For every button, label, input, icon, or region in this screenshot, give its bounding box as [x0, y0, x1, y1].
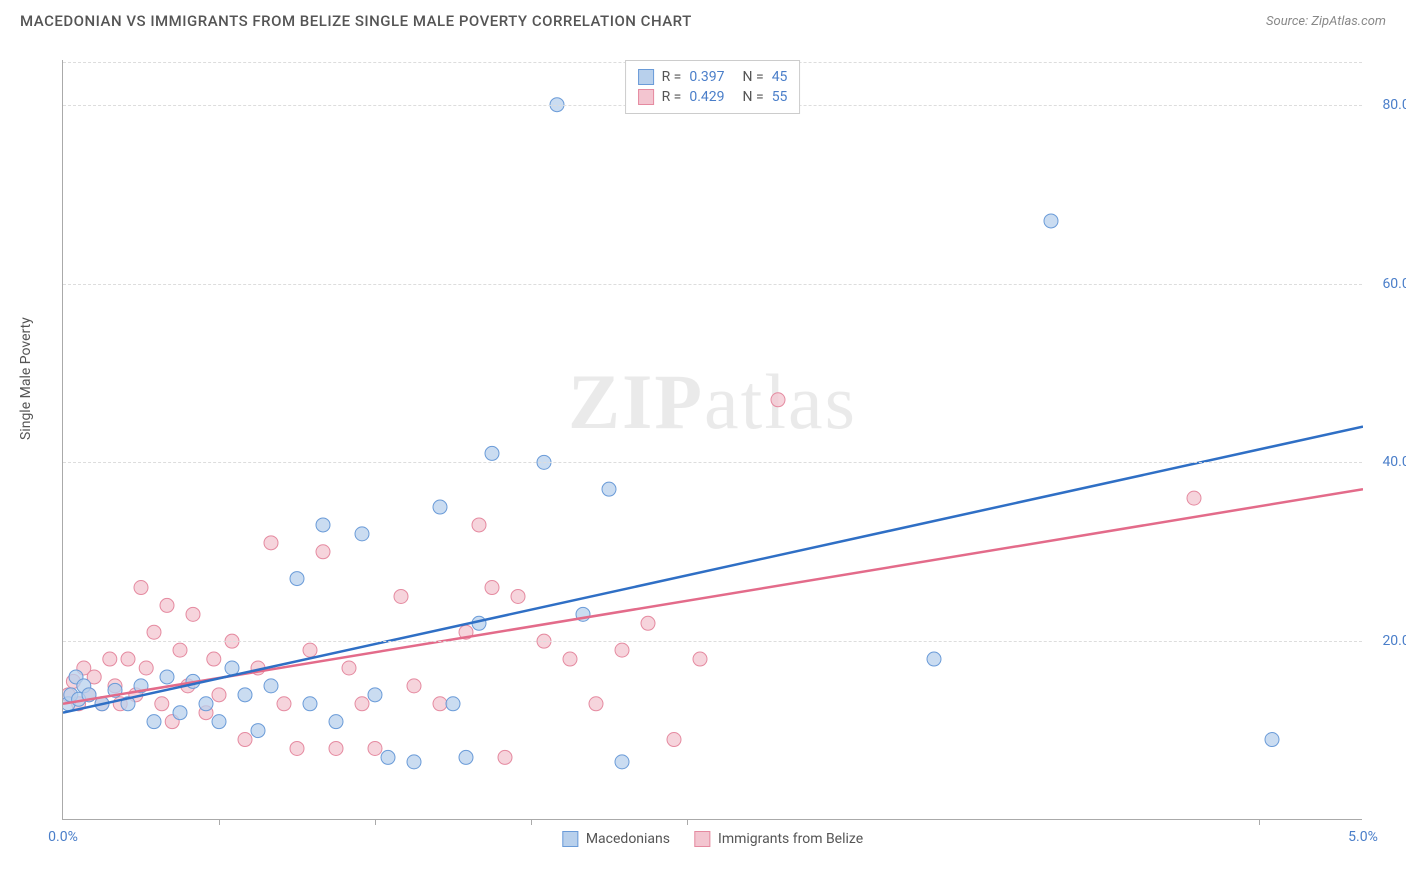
data-point	[355, 697, 369, 711]
source-attribution: Source: ZipAtlas.com	[1266, 14, 1386, 29]
data-point	[139, 661, 153, 675]
x-tick-label: 0.0%	[48, 829, 78, 845]
data-point	[264, 536, 278, 550]
data-point	[173, 643, 187, 657]
scatter-svg	[63, 60, 1363, 820]
swatch-a-icon	[562, 831, 578, 847]
legend-item-b: Immigrants from Belize	[694, 831, 863, 847]
data-point	[667, 733, 681, 747]
y-axis-label: Single Male Poverty	[18, 317, 34, 440]
legend-row-b: R = 0.429 N = 55	[638, 87, 788, 107]
data-point	[459, 750, 473, 764]
data-point	[433, 500, 447, 514]
plot-region: ZIPatlas R = 0.397 N = 45 R = 0.429 N = …	[62, 60, 1362, 820]
series-legend: Macedonians Immigrants from Belize	[562, 831, 863, 847]
data-point	[225, 661, 239, 675]
swatch-b	[638, 89, 654, 105]
trend-line	[63, 489, 1363, 704]
data-point	[207, 652, 221, 666]
data-point	[290, 572, 304, 586]
data-point	[277, 697, 291, 711]
trend-line	[63, 427, 1363, 713]
data-point	[134, 581, 148, 595]
data-point	[186, 607, 200, 621]
data-point	[394, 589, 408, 603]
x-tick-label: 5.0%	[1348, 829, 1378, 845]
gridline	[63, 641, 1362, 642]
data-point	[342, 661, 356, 675]
data-point	[485, 446, 499, 460]
data-point	[1187, 491, 1201, 505]
data-point	[407, 755, 421, 769]
data-point	[368, 688, 382, 702]
legend-item-a: Macedonians	[562, 831, 670, 847]
data-point	[927, 652, 941, 666]
data-point	[1265, 733, 1279, 747]
data-point	[251, 724, 265, 738]
data-point	[563, 652, 577, 666]
data-point	[160, 598, 174, 612]
y-tick-label: 80.0%	[1382, 97, 1406, 113]
y-tick-label: 40.0%	[1382, 454, 1406, 470]
chart-header: MACEDONIAN VS IMMIGRANTS FROM BELIZE SIN…	[0, 0, 1406, 38]
data-point	[155, 697, 169, 711]
gridline	[63, 284, 1362, 285]
data-point	[446, 697, 460, 711]
data-point	[407, 679, 421, 693]
data-point	[641, 616, 655, 630]
data-point	[103, 652, 117, 666]
y-tick-label: 20.0%	[1382, 633, 1406, 649]
data-point	[693, 652, 707, 666]
correlation-legend: R = 0.397 N = 45 R = 0.429 N = 55	[625, 60, 801, 114]
data-point	[433, 697, 447, 711]
data-point	[238, 733, 252, 747]
data-point	[615, 755, 629, 769]
data-point	[355, 527, 369, 541]
data-point	[147, 625, 161, 639]
data-point	[264, 679, 278, 693]
data-point	[303, 643, 317, 657]
data-point	[511, 589, 525, 603]
chart-title: MACEDONIAN VS IMMIGRANTS FROM BELIZE SIN…	[20, 12, 692, 30]
swatch-b-icon	[694, 831, 710, 847]
gridline	[63, 462, 1362, 463]
data-point	[121, 652, 135, 666]
data-point	[771, 393, 785, 407]
data-point	[212, 715, 226, 729]
data-point	[199, 697, 213, 711]
data-point	[1044, 214, 1058, 228]
data-point	[615, 643, 629, 657]
data-point	[472, 518, 486, 532]
data-point	[290, 741, 304, 755]
data-point	[602, 482, 616, 496]
data-point	[485, 581, 499, 595]
legend-row-a: R = 0.397 N = 45	[638, 67, 788, 87]
data-point	[329, 741, 343, 755]
y-tick-label: 60.0%	[1382, 276, 1406, 292]
data-point	[316, 545, 330, 559]
data-point	[368, 741, 382, 755]
chart-area: ZIPatlas R = 0.397 N = 45 R = 0.429 N = …	[62, 60, 1362, 820]
data-point	[303, 697, 317, 711]
data-point	[160, 670, 174, 684]
data-point	[238, 688, 252, 702]
data-point	[381, 750, 395, 764]
data-point	[212, 688, 226, 702]
swatch-a	[638, 69, 654, 85]
data-point	[147, 715, 161, 729]
data-point	[316, 518, 330, 532]
data-point	[498, 750, 512, 764]
data-point	[173, 706, 187, 720]
data-point	[329, 715, 343, 729]
data-point	[589, 697, 603, 711]
